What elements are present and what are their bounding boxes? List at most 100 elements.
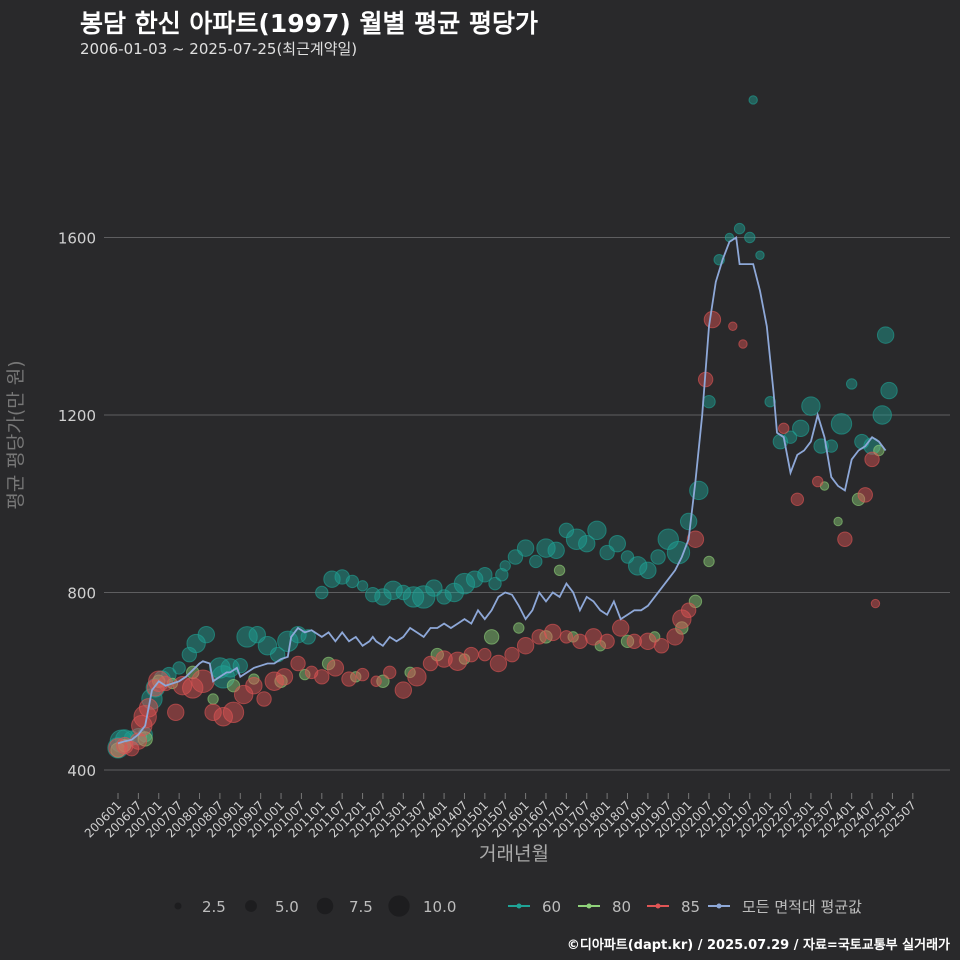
point-60 bbox=[172, 661, 186, 675]
point-60 bbox=[608, 534, 627, 553]
size-legend-circle bbox=[245, 900, 257, 912]
point-85 bbox=[544, 623, 562, 642]
point-80 bbox=[833, 516, 843, 527]
point-60 bbox=[801, 396, 821, 416]
point-60 bbox=[412, 585, 436, 609]
size-legend-circle bbox=[316, 897, 334, 915]
point-85 bbox=[245, 676, 263, 695]
point-85 bbox=[626, 633, 642, 650]
point-85 bbox=[256, 691, 272, 707]
point-60 bbox=[315, 585, 329, 600]
x-axis-label: 거래년월 bbox=[479, 843, 549, 865]
size-legend-label: 5.0 bbox=[275, 898, 299, 916]
average-line-path bbox=[117, 235, 887, 745]
point-60 bbox=[733, 222, 746, 235]
point-60 bbox=[495, 568, 509, 582]
point-60 bbox=[748, 95, 758, 105]
point-60 bbox=[402, 586, 425, 608]
point-80 bbox=[483, 629, 500, 645]
point-85 bbox=[447, 651, 468, 671]
point-60 bbox=[536, 538, 556, 558]
point-80 bbox=[553, 564, 566, 577]
point-85 bbox=[463, 646, 479, 663]
series-legend-dot bbox=[516, 903, 522, 909]
point-85 bbox=[680, 602, 697, 618]
point-85 bbox=[686, 530, 705, 548]
point-85 bbox=[516, 637, 535, 655]
point-85 bbox=[341, 671, 357, 687]
chart-title: 봉담 한신 아파트(1997) 월별 평균 평당가 bbox=[80, 9, 538, 38]
point-60 bbox=[186, 633, 206, 654]
point-85 bbox=[738, 339, 748, 349]
point-85 bbox=[728, 321, 738, 331]
point-60 bbox=[627, 556, 648, 576]
point-60 bbox=[565, 528, 588, 550]
point-85 bbox=[383, 665, 397, 680]
point-85 bbox=[123, 741, 140, 757]
point-60 bbox=[679, 512, 698, 531]
point-85 bbox=[370, 675, 382, 687]
point-60 bbox=[639, 561, 657, 580]
point-60 bbox=[425, 579, 443, 597]
point-85 bbox=[222, 701, 245, 724]
size-legend-label: 2.5 bbox=[202, 898, 226, 916]
point-60 bbox=[465, 570, 484, 588]
point-80 bbox=[186, 665, 200, 680]
point-60 bbox=[345, 574, 360, 589]
point-60 bbox=[365, 587, 381, 603]
y-tick-label: 1200 bbox=[58, 407, 96, 425]
point-60 bbox=[323, 570, 341, 588]
point-60 bbox=[872, 405, 892, 425]
y-axis-label: 평균 평당가(만 원) bbox=[5, 360, 27, 509]
point-60 bbox=[792, 419, 810, 438]
point-80 bbox=[703, 555, 715, 568]
point-60 bbox=[356, 580, 369, 592]
point-85 bbox=[275, 668, 294, 686]
point-60 bbox=[876, 326, 895, 344]
point-85 bbox=[204, 703, 222, 722]
point-60 bbox=[880, 381, 898, 400]
point-85 bbox=[778, 422, 790, 435]
point-60 bbox=[650, 549, 666, 565]
gridlines bbox=[104, 237, 950, 771]
point-60 bbox=[578, 534, 596, 553]
point-60 bbox=[453, 572, 476, 595]
series-legend-label: 85 bbox=[681, 898, 700, 916]
point-85 bbox=[489, 654, 508, 673]
point-85 bbox=[666, 628, 684, 646]
point-80 bbox=[513, 622, 525, 634]
point-60 bbox=[845, 378, 858, 390]
point-85 bbox=[559, 630, 574, 644]
point-85 bbox=[639, 632, 657, 651]
point-60 bbox=[488, 576, 502, 591]
point-60 bbox=[197, 625, 216, 644]
footer-credit: ©디아파트(dapt.kr) / 2025.07.29 / 자료=국토교통부 실… bbox=[566, 938, 950, 953]
point-85 bbox=[864, 451, 880, 468]
point-60 bbox=[702, 394, 716, 409]
series-legend-dot bbox=[586, 903, 592, 909]
series-legend-dot bbox=[655, 903, 661, 909]
point-85 bbox=[837, 531, 853, 547]
point-60 bbox=[689, 480, 709, 501]
size-legend-circle bbox=[174, 902, 182, 910]
point-85 bbox=[504, 646, 520, 663]
point-60 bbox=[383, 580, 403, 600]
point-60 bbox=[436, 589, 452, 605]
legend: 2.5 5.0 7.5 10.0 60 80 85 모든 면적대 평균값 bbox=[174, 895, 862, 917]
size-legend-label: 7.5 bbox=[349, 898, 373, 916]
point-60 bbox=[755, 250, 765, 260]
point-85 bbox=[264, 671, 284, 691]
point-60 bbox=[374, 588, 392, 606]
point-85 bbox=[355, 667, 370, 682]
point-85 bbox=[394, 681, 413, 699]
point-85 bbox=[870, 598, 881, 609]
point-60 bbox=[236, 626, 258, 648]
point-85 bbox=[314, 669, 330, 685]
size-legend-label: 10.0 bbox=[423, 898, 456, 916]
y-axis-ticks: 400 800 1200 1600 bbox=[58, 230, 96, 781]
y-tick-label: 800 bbox=[67, 585, 96, 603]
point-85 bbox=[703, 310, 722, 329]
point-85 bbox=[612, 619, 630, 637]
point-60 bbox=[657, 528, 679, 550]
